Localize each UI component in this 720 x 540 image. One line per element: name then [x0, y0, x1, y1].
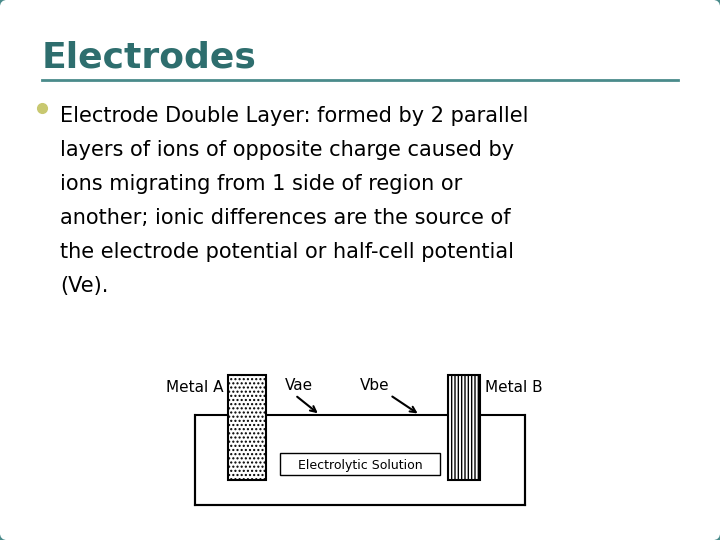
Text: another; ionic differences are the source of: another; ionic differences are the sourc…	[60, 208, 510, 228]
Text: Electrode Double Layer: formed by 2 parallel: Electrode Double Layer: formed by 2 para…	[60, 106, 528, 126]
Text: the electrode potential or half-cell potential: the electrode potential or half-cell pot…	[60, 242, 514, 262]
Bar	[228, 375, 266, 480]
Bar	[280, 453, 440, 475]
Text: Vbe: Vbe	[360, 378, 390, 393]
Text: ions migrating from 1 side of region or: ions migrating from 1 side of region or	[60, 174, 462, 194]
Text: Metal B: Metal B	[485, 380, 543, 395]
Bar	[195, 415, 525, 505]
Bar	[448, 375, 480, 480]
Text: Metal A: Metal A	[166, 380, 223, 395]
Text: Vae: Vae	[285, 378, 313, 393]
Text: (Ve).: (Ve).	[60, 276, 109, 296]
Text: layers of ions of opposite charge caused by: layers of ions of opposite charge caused…	[60, 140, 514, 160]
Text: Electrolytic Solution: Electrolytic Solution	[297, 458, 423, 471]
Text: Electrodes: Electrodes	[42, 41, 257, 75]
